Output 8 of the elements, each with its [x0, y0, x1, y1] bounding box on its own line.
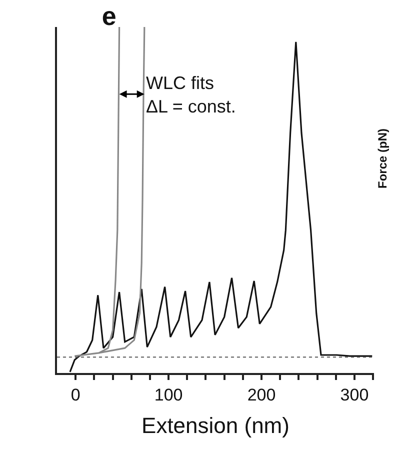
x-tick-label: 100 — [154, 385, 183, 404]
y-axis-title: Force (pN) — [376, 128, 390, 188]
annotation: WLC fits ΔL = const. — [146, 73, 236, 116]
x-axis-title: Extension (nm) — [142, 412, 290, 438]
x-tick-label: 300 — [340, 385, 369, 404]
x-tick-label: 0 — [70, 385, 80, 404]
x-tick-label: 200 — [247, 385, 276, 404]
chart-title: e — [102, 1, 116, 32]
